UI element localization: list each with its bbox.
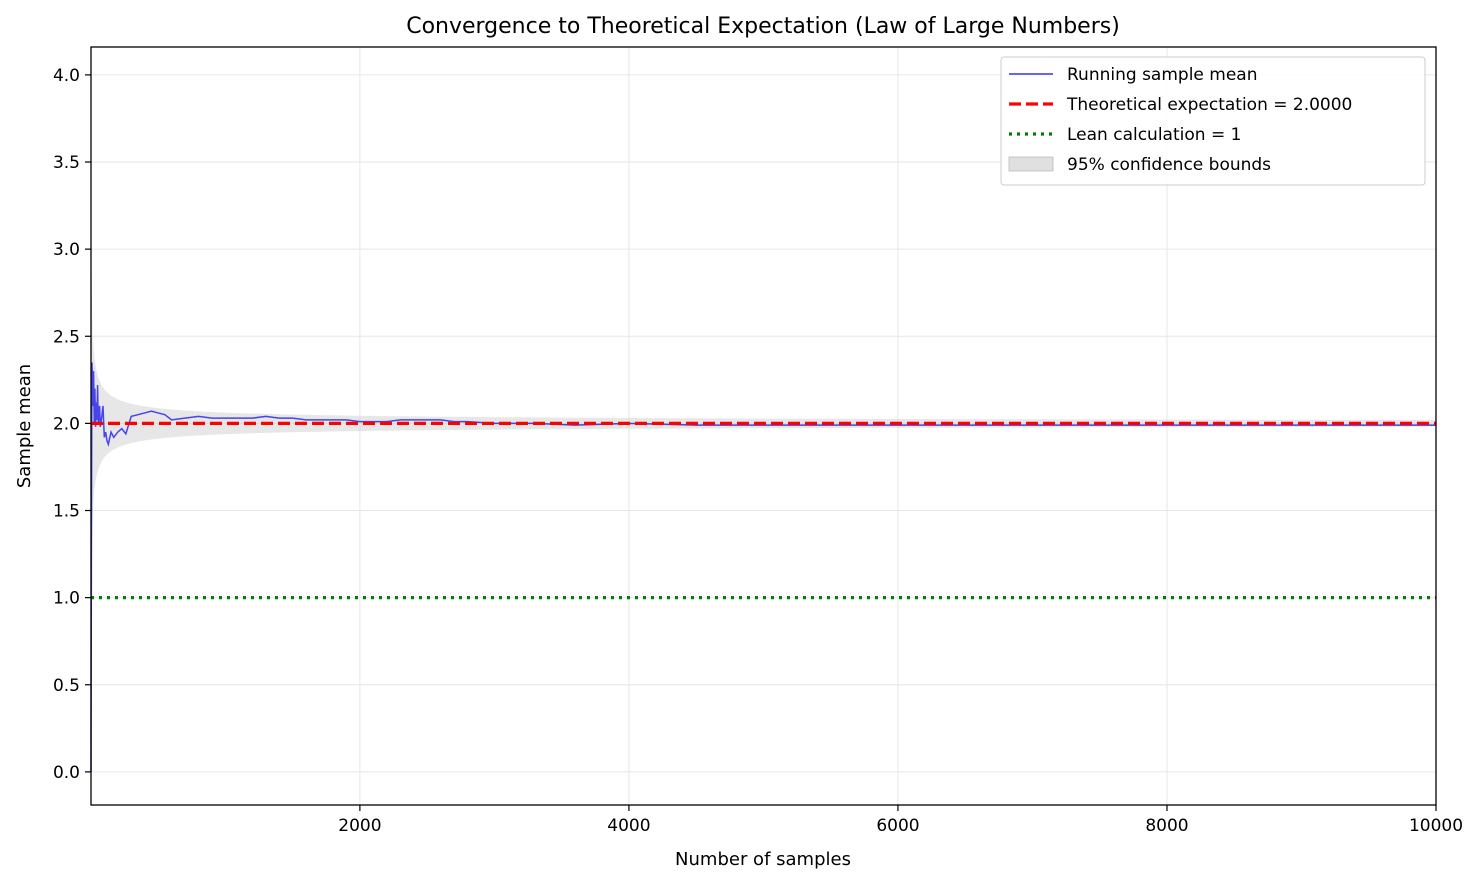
legend-label: Theoretical expectation = 2.0000 xyxy=(1066,95,1352,115)
legend-label: Running sample mean xyxy=(1067,65,1258,85)
x-tick-label: 10000 xyxy=(1409,816,1463,836)
legend-label: Lean calculation = 1 xyxy=(1067,125,1241,145)
legend-swatch-band xyxy=(1008,156,1054,172)
y-tick-label: 2.5 xyxy=(53,327,80,347)
series-layer xyxy=(90,362,1436,772)
legend-box xyxy=(1000,56,1426,186)
y-tick-label: 1.0 xyxy=(53,589,80,609)
legend: Running sample mean Theoretical expectati… xyxy=(1000,56,1426,186)
x-tick-label: 4000 xyxy=(607,816,650,836)
y-tick-label: 0.5 xyxy=(53,676,80,696)
x-tick-label: 8000 xyxy=(1145,816,1188,836)
y-tick-label: 2.0 xyxy=(53,414,80,434)
x-tick-label: 6000 xyxy=(876,816,919,836)
legend-label: 95% confidence bounds xyxy=(1067,155,1271,175)
y-tick-label: 1.5 xyxy=(53,502,80,522)
y-tick-label: 0.0 xyxy=(53,763,80,783)
y-axis-label: Sample mean xyxy=(14,364,35,488)
y-tick-label: 3.0 xyxy=(53,240,80,260)
plot-frame xyxy=(90,46,1437,806)
chart-title: Convergence to Theoretical Expectation (… xyxy=(406,14,1120,39)
y-tick-label: 4.0 xyxy=(53,66,80,86)
x-tick-label: 2000 xyxy=(338,816,381,836)
ticks: 2000 4000 6000 8000 10000 0.0 0.5 1.0 1.5 2.0 2.5 3… xyxy=(53,66,1463,836)
y-tick-label: 3.5 xyxy=(53,153,80,173)
x-axis-label: Number of samples xyxy=(675,849,851,870)
